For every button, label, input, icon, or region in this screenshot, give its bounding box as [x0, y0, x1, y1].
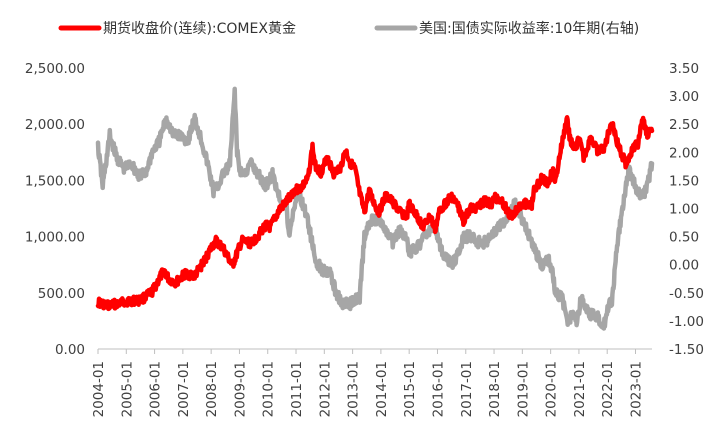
series-layer [95, 86, 655, 331]
x-tick-label: 2006-01 [148, 361, 164, 417]
x-tick-label: 2007-01 [176, 361, 192, 417]
x-tick-label: 2020-01 [544, 361, 560, 417]
y-right-tick-label: 2.50 [669, 117, 699, 133]
y-right-tick-label: 3.00 [669, 89, 699, 105]
series-line-us-10y-real-yield [95, 86, 655, 331]
x-tick-label: 2015-01 [402, 361, 418, 417]
legend-label-gold-futures: 期货收盘价(连续):COMEX黄金 [103, 20, 296, 37]
y-right-tick-label: -1.00 [669, 314, 704, 330]
y-left-tick-label: 1,500.00 [25, 173, 85, 189]
y-right-tick-label: 1.00 [669, 202, 699, 218]
x-tick-label: 2009-01 [232, 361, 248, 417]
y-left-tick-label: 0.00 [55, 342, 85, 358]
y-right-tick-label: 3.50 [669, 61, 699, 77]
x-tick-label: 2014-01 [374, 361, 390, 417]
legend: 期货收盘价(连续):COMEX黄金 美国:国债实际收益率:10年期(右轴) [58, 20, 639, 37]
x-tick-label: 2021-01 [572, 361, 588, 417]
series-line-gold-futures [95, 115, 655, 312]
x-tick-label: 2011-01 [289, 361, 305, 417]
x-tick-label: 2004-01 [91, 361, 107, 417]
x-tick-label: 2023-01 [628, 361, 644, 417]
y-left-tick-label: 1,000.00 [25, 230, 85, 246]
right-axis: -1.50 -1.00 -0.50 0.00 0.50 1.00 1.50 2.00 2.50 3… [669, 61, 704, 358]
x-tick-label: 2018-01 [487, 361, 503, 417]
x-tick-label: 2019-01 [515, 361, 531, 417]
y-left-tick-label: 2,500.00 [25, 61, 85, 77]
x-tick-label: 2022-01 [600, 361, 616, 417]
y-right-tick-label: 0.50 [669, 230, 699, 246]
y-right-tick-label: -0.50 [669, 286, 704, 302]
y-right-tick-label: 1.50 [669, 173, 699, 189]
x-tick-label: 2005-01 [119, 361, 135, 417]
left-axis: 0.00 500.00 1,000.00 1,500.00 2,000.00 2,500.… [25, 61, 85, 358]
y-right-tick-label: 0.00 [669, 258, 699, 274]
legend-label-us-10y-real-yield: 美国:国债实际收益率:10年期(右轴) [419, 20, 639, 37]
x-axis: 2004-01 2005-01 2006-01 2007-01 2008-01 2009-… [91, 348, 652, 417]
x-tick-label: 2017-01 [459, 361, 475, 417]
x-tick-label: 2012-01 [317, 361, 333, 417]
x-tick-label: 2013-01 [346, 361, 362, 417]
y-right-tick-label: -1.50 [669, 342, 704, 358]
y-left-tick-label: 500.00 [38, 286, 85, 302]
x-tick-label: 2016-01 [430, 361, 446, 417]
x-tick-label: 2010-01 [261, 361, 277, 417]
y-left-tick-label: 2,000.00 [25, 117, 85, 133]
x-tick-label: 2008-01 [204, 361, 220, 417]
y-right-tick-label: 2.00 [669, 145, 699, 161]
